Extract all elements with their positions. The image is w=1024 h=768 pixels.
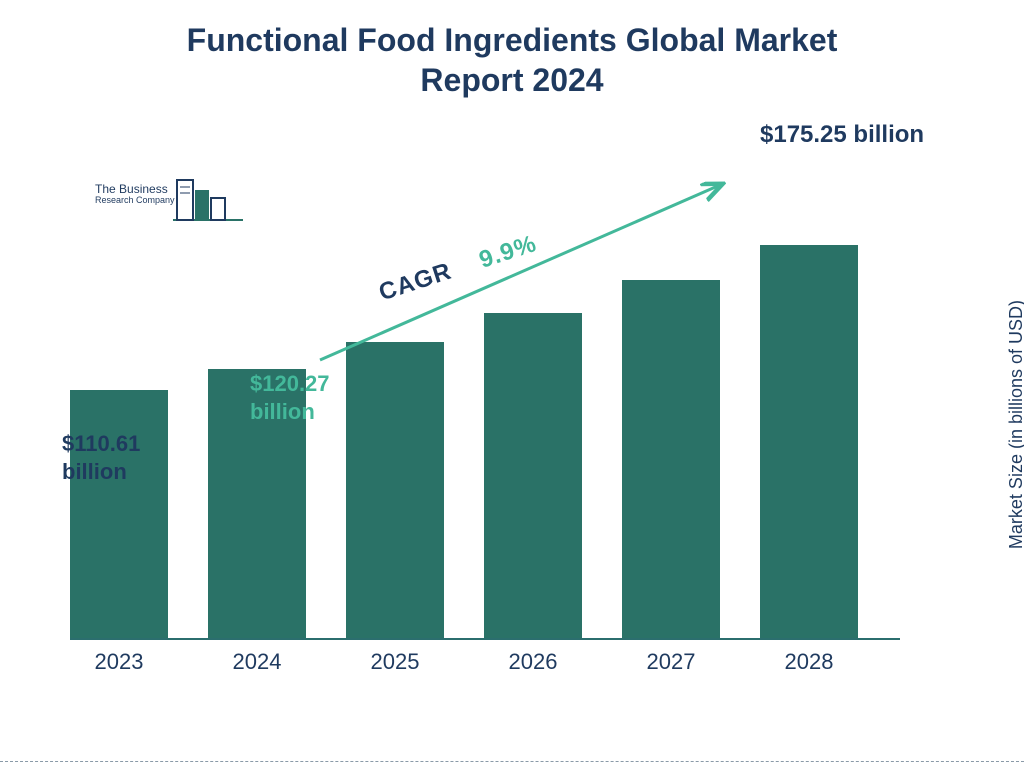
value-callout: $110.61billion [62, 430, 140, 485]
value-callout: $120.27billion [250, 370, 330, 425]
bar [760, 245, 858, 638]
x-axis-baseline [70, 638, 900, 640]
x-tick-label: 2025 [346, 649, 444, 675]
x-tick-label: 2026 [484, 649, 582, 675]
title-line2: Report 2024 [0, 60, 1024, 100]
bottom-divider [0, 761, 1024, 762]
y-axis-label: Market Size (in billions of USD) [1006, 300, 1024, 549]
bar [622, 280, 720, 638]
chart-title: Functional Food Ingredients Global Marke… [0, 0, 1024, 100]
value-callout: $175.25 billion [760, 120, 924, 150]
chart-area: 2023 2024 2025 2026 2027 2028 [70, 150, 900, 680]
x-tick-label: 2024 [208, 649, 306, 675]
x-tick-label: 2023 [70, 649, 168, 675]
bar [346, 342, 444, 638]
bar [484, 313, 582, 638]
title-line1: Functional Food Ingredients Global Marke… [0, 20, 1024, 60]
x-tick-label: 2028 [760, 649, 858, 675]
x-tick-label: 2027 [622, 649, 720, 675]
bar [70, 390, 168, 638]
